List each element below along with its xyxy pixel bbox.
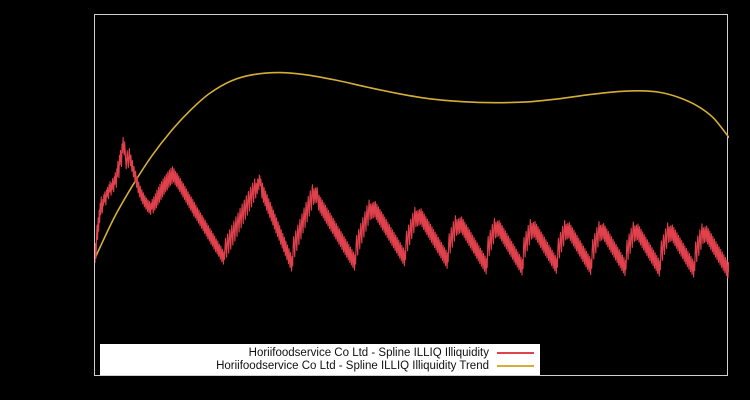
legend-entry-illiquidity: Horiifoodservice Co Ltd - Spline ILLIQ I…	[100, 347, 534, 360]
legend-box: Horiifoodservice Co Ltd - Spline ILLIQ I…	[100, 344, 540, 375]
plot-area	[94, 14, 729, 376]
legend-entry-trend: Horiifoodservice Co Ltd - Spline ILLIQ I…	[100, 360, 534, 373]
trend-line-path	[95, 71, 729, 259]
series-svg	[95, 71, 729, 279]
legend-swatch-trend	[497, 365, 534, 367]
illiquidity-line-path	[95, 136, 729, 279]
legend-label-illiquidity: Horiifoodservice Co Ltd - Spline ILLIQ I…	[248, 346, 489, 359]
legend-label-trend: Horiifoodservice Co Ltd - Spline ILLIQ I…	[216, 359, 489, 372]
legend-swatch-illiquidity	[497, 352, 534, 354]
y-axis-tick-labels: 1000000001000000100001001	[0, 0, 88, 400]
